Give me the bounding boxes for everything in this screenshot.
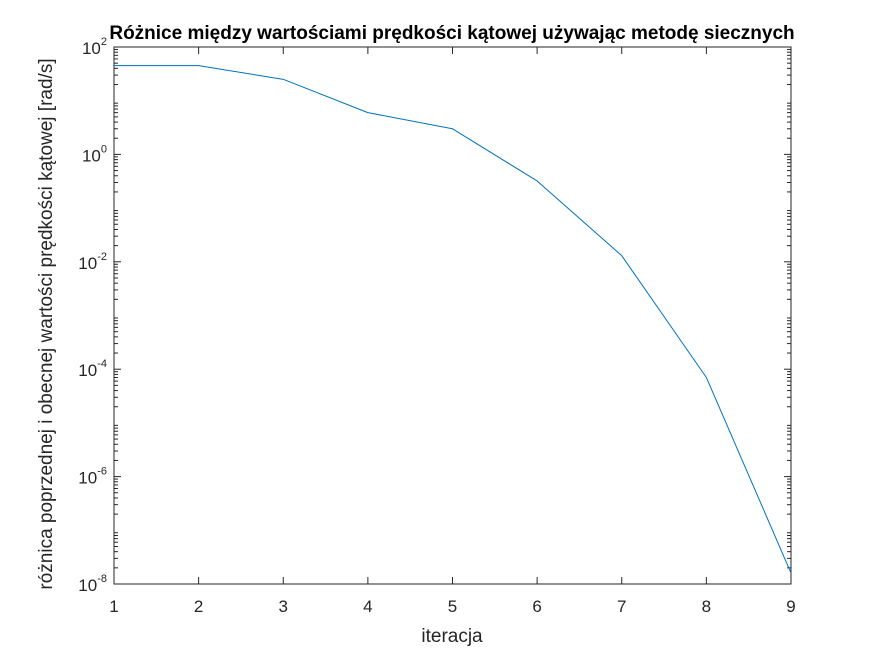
y-tick-label: 10-2 <box>78 251 107 273</box>
y-tick-base: 10 <box>78 576 97 595</box>
y-tick-exponent: -6 <box>97 466 107 478</box>
y-tick-exponent: 0 <box>101 143 107 155</box>
y-axis-label: różnica poprzednej i obecnej wartości pr… <box>36 58 57 589</box>
y-tick-base: 10 <box>82 146 101 165</box>
x-tick-label: 7 <box>617 597 626 616</box>
x-tick-label: 5 <box>448 597 457 616</box>
y-tick-exponent: -8 <box>97 573 107 585</box>
y-tick-exponent: 2 <box>101 36 107 48</box>
x-axis-label: iteracja <box>421 626 483 647</box>
x-tick-label: 2 <box>194 597 203 616</box>
data-series <box>114 65 792 574</box>
y-tick-exponent: -2 <box>97 251 107 263</box>
y-tick-label: 10-4 <box>78 358 107 380</box>
series-line <box>114 65 792 574</box>
y-tick-base: 10 <box>78 469 97 488</box>
y-tick-base: 10 <box>78 361 97 380</box>
y-tick-label: 102 <box>82 36 107 58</box>
y-tick-label: 10-6 <box>78 466 107 488</box>
x-tick-label: 8 <box>702 597 711 616</box>
x-tick-label: 9 <box>786 597 795 616</box>
x-tick-label: 6 <box>532 597 541 616</box>
plot-area <box>114 47 791 584</box>
y-tick-exponent: -4 <box>97 358 107 370</box>
x-tick-label: 4 <box>363 597 372 616</box>
chart-title: Różnice między wartościami prędkości kąt… <box>109 23 794 44</box>
plot-background <box>114 47 791 584</box>
x-tick-label: 3 <box>279 597 288 616</box>
y-tick-label: 10-8 <box>78 573 107 595</box>
y-tick-label: 100 <box>82 143 107 165</box>
y-tick-base: 10 <box>82 39 101 58</box>
x-tick-label: 1 <box>109 597 118 616</box>
y-tick-base: 10 <box>78 254 97 273</box>
x-axis-ticks: 1 2 3 4 5 6 7 8 9 <box>109 47 796 616</box>
